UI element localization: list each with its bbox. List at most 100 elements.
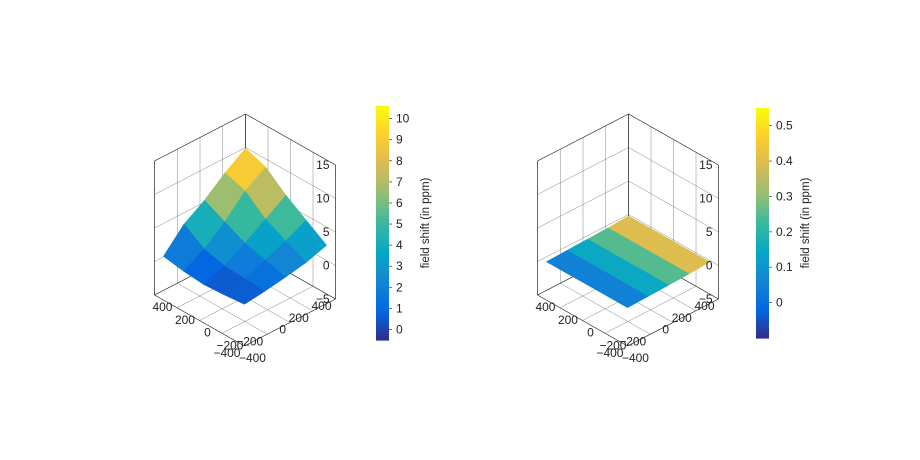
colorbar-segment: [756, 234, 769, 239]
colorbar-segment: [756, 207, 769, 213]
y-tick-label: 200: [289, 311, 309, 325]
colorbar-segment: [376, 207, 389, 212]
colorbar-segment: [756, 196, 769, 201]
colorbar-segment: [756, 326, 769, 331]
colorbar-segment: [756, 276, 769, 282]
colorbar-tick-label: 7: [396, 175, 403, 189]
colorbar-segment: [756, 318, 769, 324]
colorbar-segment: [756, 146, 769, 151]
x-tick-label: −400: [239, 351, 266, 365]
colorbar-tick-label: 4: [396, 238, 403, 252]
axis-pane-edge: [627, 298, 719, 347]
colorbar-segment: [376, 254, 389, 259]
colorbar-segment: [376, 187, 389, 193]
colorbar-segment: [756, 299, 769, 305]
colorbar-segment: [756, 169, 769, 174]
colorbar-tick-label: 0: [396, 322, 403, 336]
colorbar-segment: [756, 165, 769, 170]
colorbar-segment: [376, 113, 389, 119]
y-tick-label: 400: [311, 299, 331, 313]
colorbar-segment: [756, 111, 769, 117]
colorbar-segment: [756, 249, 769, 255]
colorbar-segment: [756, 215, 769, 220]
colorbar-segment: [376, 109, 389, 115]
colorbar-segment: [376, 293, 389, 298]
colorbar-segment: [756, 238, 769, 243]
colorbar-segment: [376, 281, 389, 286]
colorbar-tick-label: 0.2: [776, 225, 793, 239]
colorbar-segment: [376, 285, 389, 290]
colorbar-segment: [756, 272, 769, 278]
colorbar-segment: [376, 308, 389, 314]
colorbar-segment: [376, 324, 389, 329]
colorbar-segment: [756, 284, 769, 289]
axis-pane-edge: [628, 113, 719, 166]
z-tick-label: 15: [316, 158, 330, 172]
colorbar-segment: [756, 161, 769, 167]
colorbar-label: field shift (in ppm): [800, 177, 812, 268]
wall-gridline-horizontal: [245, 147, 336, 199]
colorbar-segment: [376, 219, 389, 224]
colorbar-segment: [756, 219, 769, 224]
colorbar-segment: [376, 223, 389, 228]
x-tick-label: 0: [587, 326, 594, 340]
floor-gridline-y: [177, 283, 268, 335]
colorbar-right: 0 0.1 0.2 0.3 0.4 0.5 field shift (in ppm): [756, 108, 812, 339]
colorbar-segment: [376, 273, 389, 279]
wall-gridline-horizontal: [154, 147, 246, 195]
colorbar-segment: [376, 238, 389, 244]
colorbar-segment: [376, 191, 389, 197]
colorbar-segment: [756, 257, 769, 262]
wall-gridline-horizontal: [537, 147, 629, 195]
colorbar-segment: [376, 145, 389, 150]
colorbar-tick-label: 0.4: [776, 154, 793, 168]
colorbar-segment: [376, 152, 389, 158]
colorbar-segment: [756, 150, 769, 155]
x-tick-label: −200: [599, 338, 626, 352]
colorbar-segment: [756, 288, 769, 293]
y-tick-label: −400: [596, 346, 623, 360]
y-tick-label: 200: [672, 311, 692, 325]
colorbar-segment: [376, 184, 389, 189]
surface-patch: [606, 284, 649, 308]
colorbar-segment: [376, 297, 389, 302]
colorbar-segment: [376, 250, 389, 255]
z-tick-label: 0: [323, 259, 330, 273]
colorbar-segment: [756, 154, 769, 159]
colorbar-tick-label: 9: [396, 133, 403, 147]
colorbar-segment: [756, 315, 769, 320]
z-tick-label: 10: [316, 192, 330, 206]
colorbar-segment: [376, 176, 389, 181]
z-tick-label: 10: [699, 192, 713, 206]
colorbar-segment: [756, 188, 769, 193]
colorbar-segment: [756, 134, 769, 140]
colorbar-segment: [756, 303, 769, 308]
z-tick-label: 5: [323, 225, 330, 239]
axis-pane-edge: [154, 113, 246, 162]
colorbar-segment: [376, 180, 389, 185]
colorbar-tick-label: 0.3: [776, 189, 793, 203]
colorbar-segment: [756, 115, 769, 121]
colorbar-tick-label: 8: [396, 154, 403, 168]
colorbar-label: field shift (in ppm): [420, 177, 432, 268]
colorbar-segment: [376, 312, 389, 318]
colorbar-segment: [376, 106, 389, 111]
colorbar-segment: [756, 242, 769, 247]
colorbar-segment: [376, 203, 389, 208]
colorbar-segment: [756, 138, 769, 144]
colorbar-segment: [756, 108, 769, 113]
colorbar-tick-label: 1: [396, 301, 403, 315]
colorbar-segment: [376, 137, 389, 142]
colorbar-segment: [756, 292, 769, 297]
colorbar-segment: [756, 269, 769, 274]
wall-gridline-horizontal: [628, 147, 719, 199]
colorbar-segment: [376, 230, 389, 236]
x-tick-label: −200: [216, 338, 243, 352]
colorbar-segment: [756, 330, 769, 335]
wall-gridline-horizontal: [628, 214, 719, 266]
colorbar-segment: [376, 242, 389, 247]
colorbar-segment: [756, 173, 769, 178]
axis-pane-edge: [245, 113, 336, 166]
colorbar-segment: [756, 211, 769, 216]
